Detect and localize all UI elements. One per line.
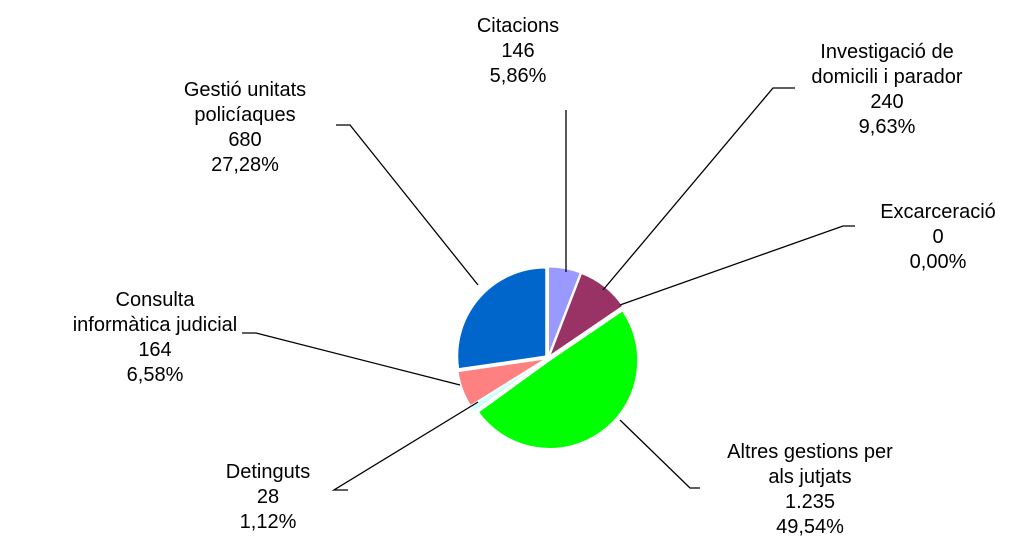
category: Investigació de domicili i parador xyxy=(811,41,963,88)
category: Gestió unitats policíaques xyxy=(183,79,307,126)
value-label: 146 xyxy=(501,40,535,62)
leader-line xyxy=(242,332,461,386)
percentage-label: 49,54% xyxy=(776,516,844,538)
value-label: 164 xyxy=(138,339,172,361)
pie-slice xyxy=(548,266,581,356)
category: Citacions xyxy=(476,15,560,37)
pie-slice xyxy=(457,358,546,407)
value-label: 1.235 xyxy=(784,491,836,513)
pie-slice xyxy=(550,306,624,357)
slice-label: Citacions 146 5,86% xyxy=(448,14,588,89)
category: Consulta informàtica judicial xyxy=(72,289,238,336)
leader-line xyxy=(619,225,855,306)
value-label: 0 xyxy=(932,226,944,248)
pie-slice xyxy=(457,267,547,370)
percentage-label: 0,00% xyxy=(909,251,967,273)
percentage-label: 27,28% xyxy=(211,154,279,176)
category: Altres gestions per als jutjats xyxy=(727,441,893,488)
category: Detinguts xyxy=(225,461,311,483)
slice-label: Detinguts 28 1,12% xyxy=(208,460,328,535)
value-label: 28 xyxy=(256,486,280,508)
leader-line xyxy=(336,124,479,286)
slice-label: Excarceració 0 0,00% xyxy=(853,200,1022,275)
slice-label: Altres gestions per als jutjats 1.235 49,5… xyxy=(723,440,898,540)
slice-label: Consulta informàtica judicial 164 6,58% xyxy=(69,288,241,388)
percentage-label: 6,58% xyxy=(126,364,184,386)
slice-label: Investigació de domicili i parador 240 9,6… xyxy=(807,40,967,140)
percentage-label: 1,12% xyxy=(239,511,297,533)
pie-slice xyxy=(477,310,639,449)
category: Excarceració xyxy=(880,201,996,223)
pie-slice xyxy=(548,272,624,357)
value-label: 240 xyxy=(870,91,904,113)
leader-line xyxy=(331,401,479,491)
percentage-label: 5,86% xyxy=(489,65,547,87)
leader-line xyxy=(619,419,700,489)
value-label: 680 xyxy=(228,129,262,151)
slice-label: Gestió unitats policíaques 680 27,28% xyxy=(180,78,310,178)
percentage-label: 9,63% xyxy=(858,116,916,138)
leader-line xyxy=(602,87,795,291)
